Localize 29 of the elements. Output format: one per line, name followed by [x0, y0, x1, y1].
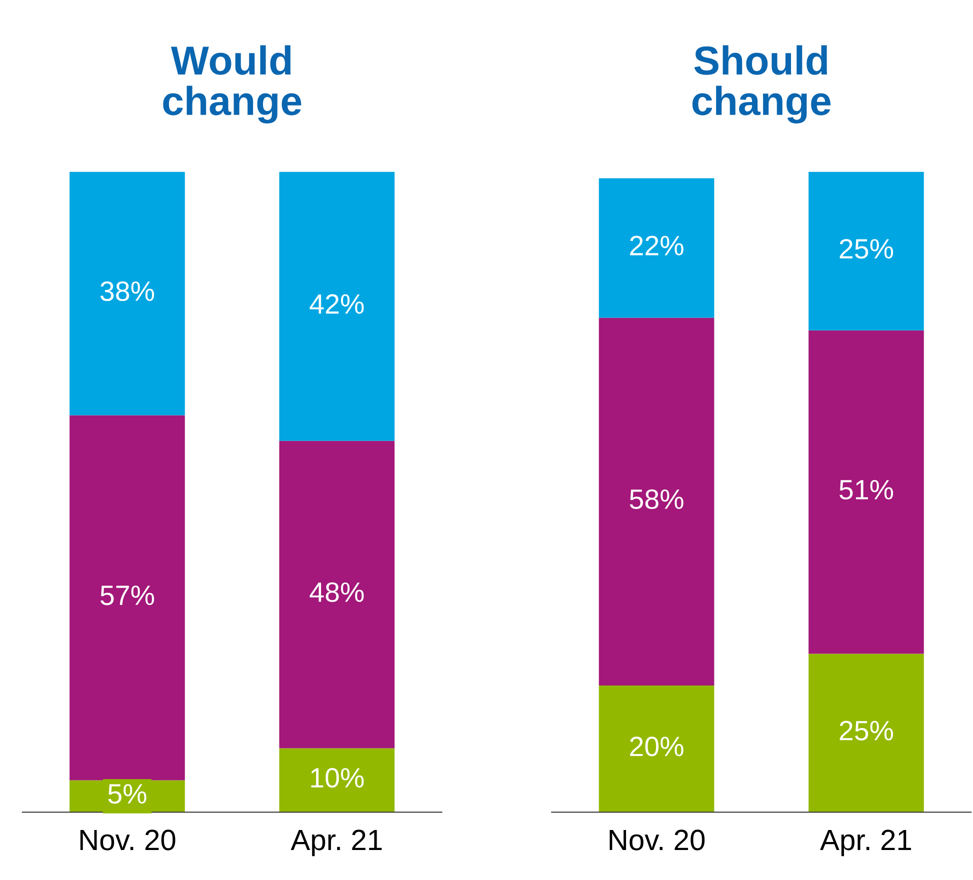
data-label: 25%: [840, 238, 894, 259]
data-label: 58%: [630, 489, 684, 510]
bar: [279, 172, 395, 441]
data-label: 25%: [840, 720, 894, 740]
x-tick-label: Nov. 20: [80, 830, 176, 850]
bar: [808, 330, 924, 654]
bar: [279, 440, 395, 748]
data-label: 22%: [630, 236, 684, 256]
x-tick-label: Apr. 21: [820, 830, 912, 856]
data-label: 38%: [100, 281, 154, 302]
bar: [279, 748, 395, 812]
data-label: 48%: [310, 582, 364, 602]
data-label: 42%: [310, 294, 364, 314]
data-label: 5%: [108, 784, 146, 804]
x-tick-label: Apr. 21: [290, 830, 382, 856]
bar: [808, 172, 924, 330]
bar: [598, 685, 714, 812]
bar: [598, 318, 714, 686]
data-label: 10%: [311, 768, 364, 788]
chart-title: Would change: [163, 45, 302, 124]
data-label: 51%: [840, 480, 894, 500]
data-label: 57%: [100, 586, 154, 606]
bar: [70, 172, 185, 416]
bar: [70, 415, 185, 780]
data-label: 20%: [630, 736, 684, 756]
bar: [598, 178, 714, 318]
bar: [808, 654, 924, 812]
chart-title: Should change: [692, 45, 831, 124]
x-tick-label: Nov. 20: [610, 830, 705, 850]
